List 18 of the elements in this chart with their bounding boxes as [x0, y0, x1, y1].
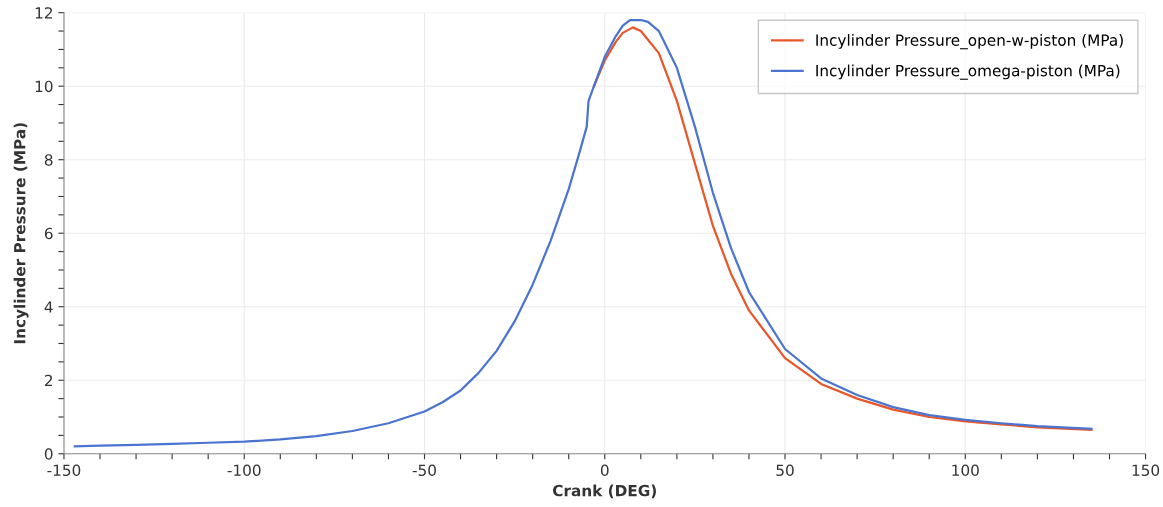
y-tick-label: 2 [44, 374, 53, 387]
y-axis-title: Incylinder Pressure (MPa) [13, 123, 29, 344]
y-tick-label: 6 [44, 227, 53, 240]
y-tick-label: 8 [44, 154, 53, 166]
legend-label: Incylinder Pressure_omega-piston (MPa) [816, 64, 1120, 80]
x-tick-label: -100 [227, 464, 261, 477]
legend-label: Incylinder Pressure_open-w-piston (MPa) [816, 34, 1123, 50]
x-tick-label: -150 [47, 464, 81, 477]
y-tick-label: 0 [44, 448, 53, 460]
x-tick-label: 0 [600, 464, 609, 477]
y-tick-label: 4 [44, 301, 53, 313]
y-tick-label: 10 [35, 80, 53, 93]
x-tick-label: 150 [1132, 464, 1160, 477]
y-tick-label: 12 [35, 7, 53, 19]
x-axis-title: Crank (DEG) [553, 484, 656, 499]
x-tick-label: 50 [776, 464, 794, 477]
x-tick-label: 100 [952, 464, 979, 477]
x-tick-label: -50 [412, 464, 436, 477]
